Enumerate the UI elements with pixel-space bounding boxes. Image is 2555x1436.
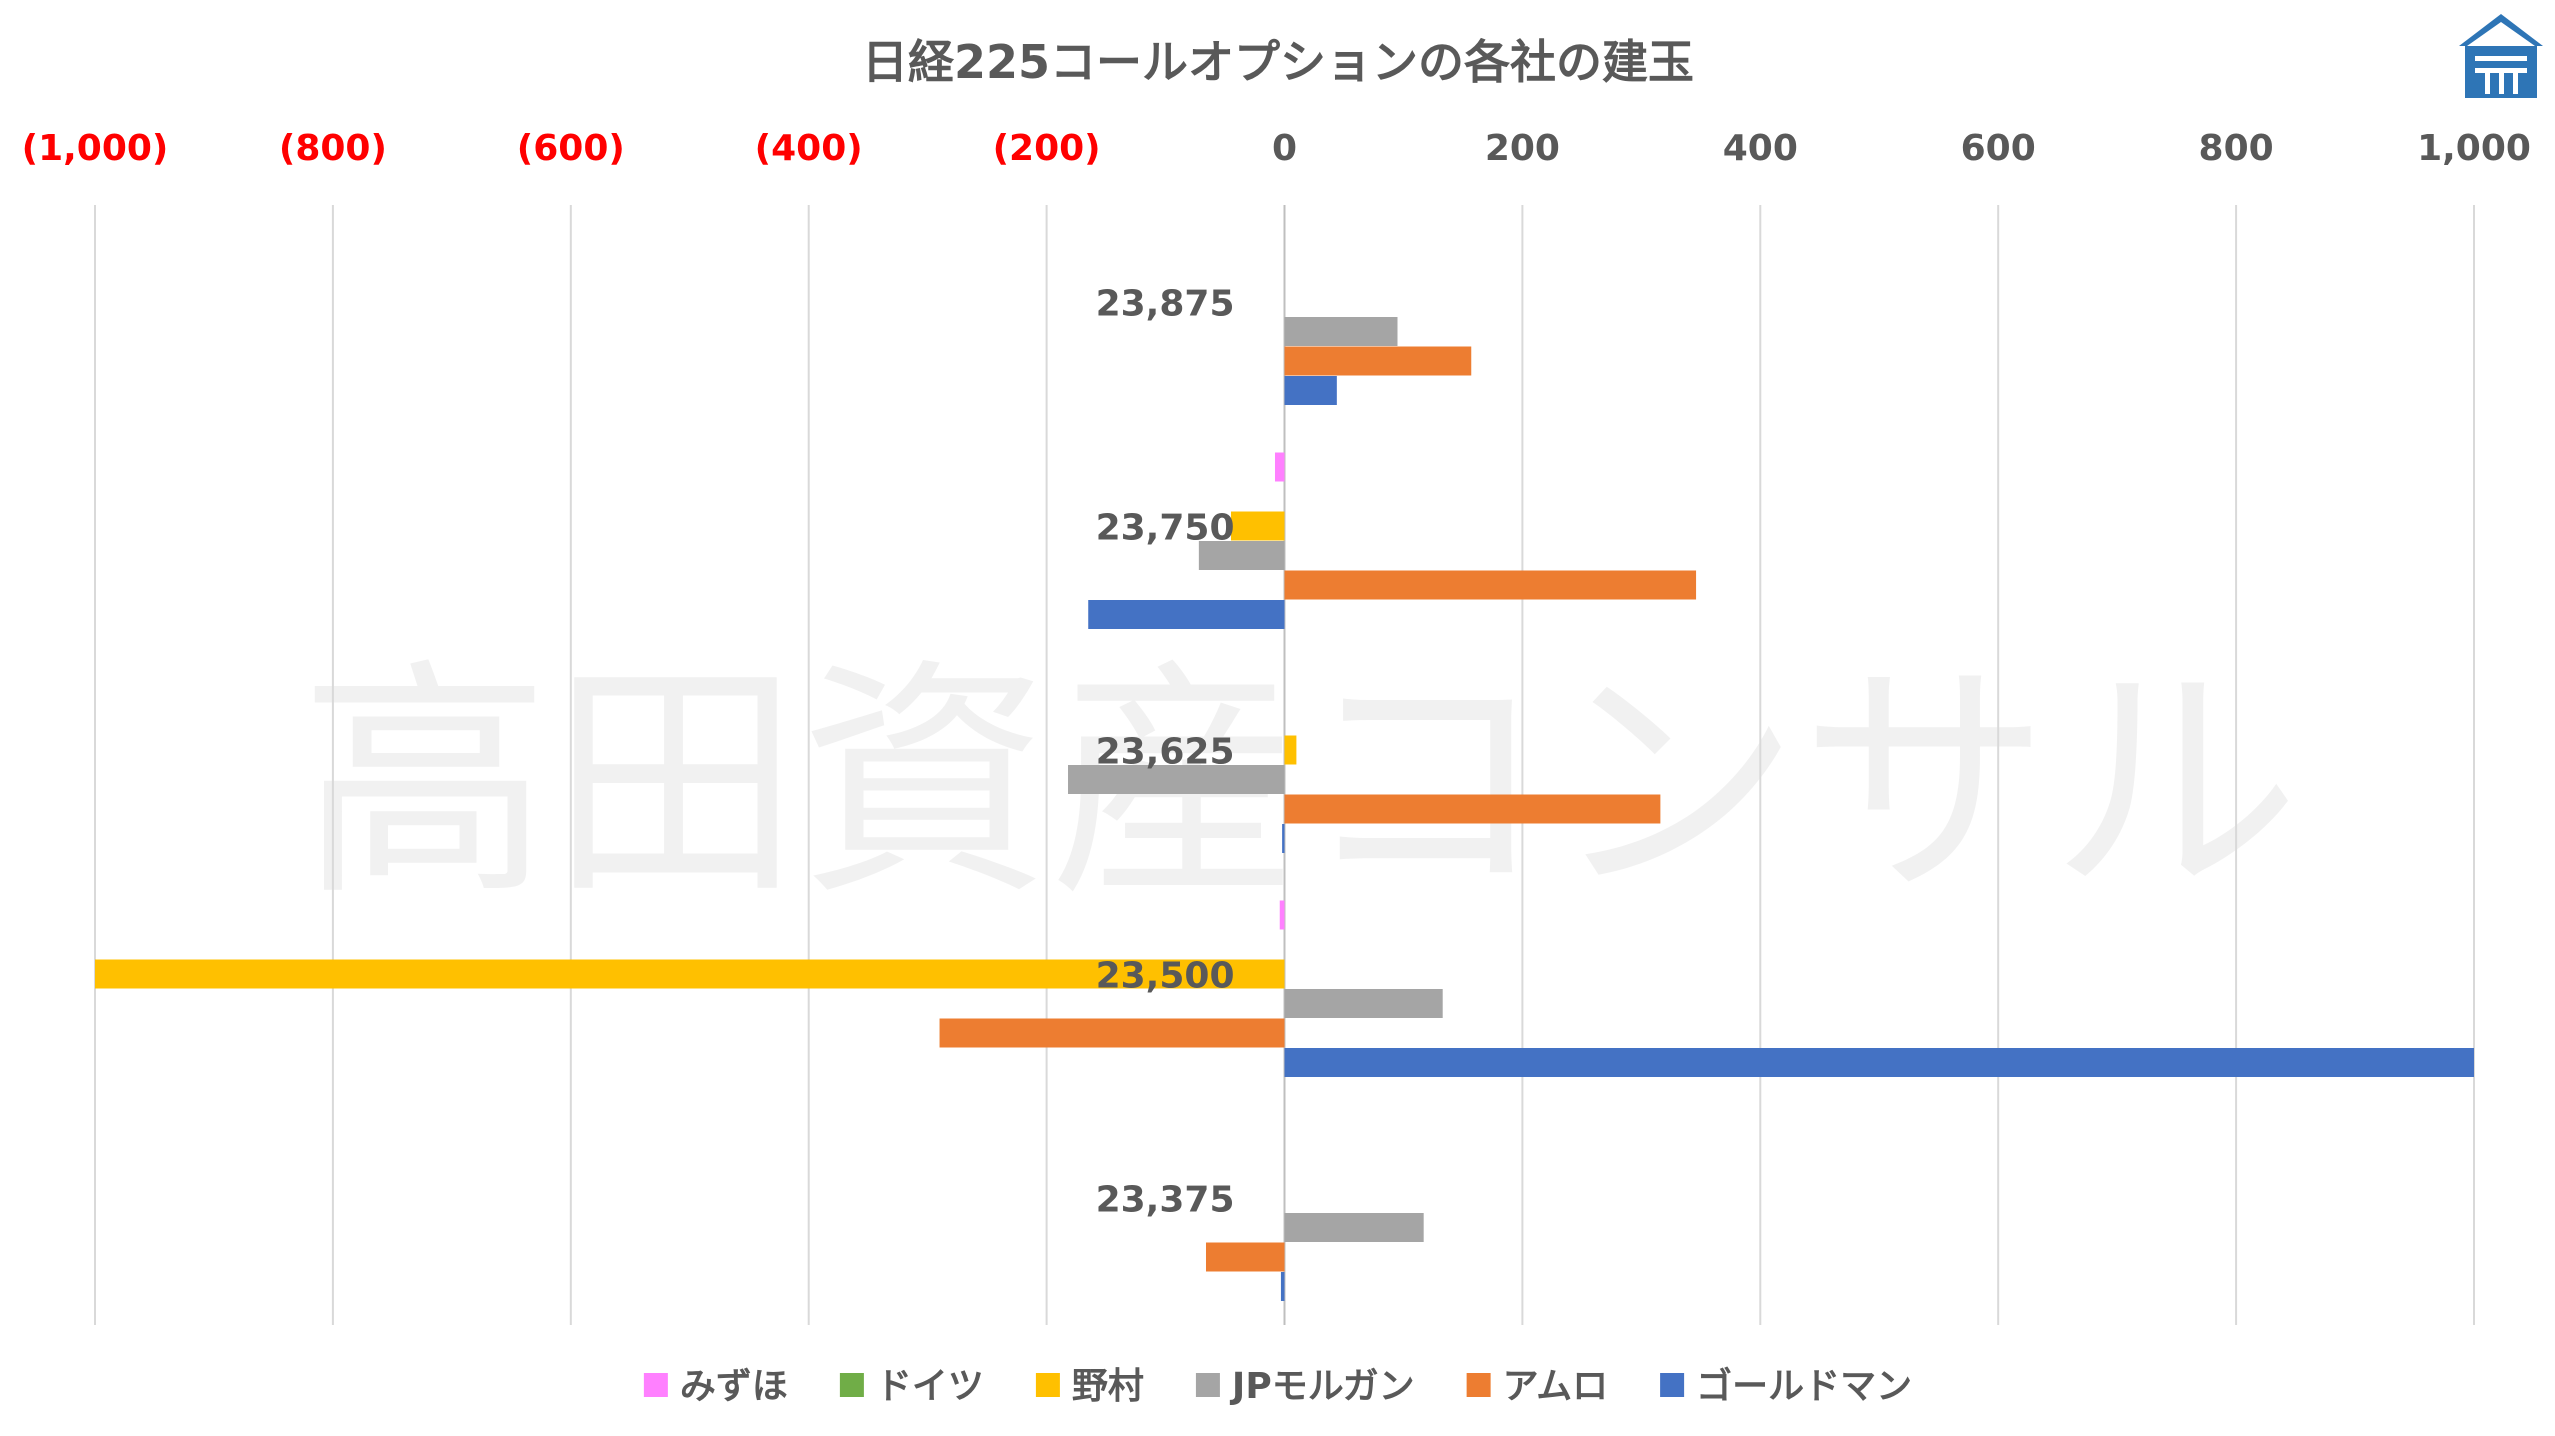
legend-swatch: [1466, 1373, 1491, 1397]
chart-title: 日経225コールオプションの各社の建玉: [862, 35, 1694, 89]
category-label: 23,375: [1096, 1179, 1235, 1220]
bar-5-4: [1280, 1272, 1285, 1301]
category-label: 23,625: [1096, 731, 1235, 772]
bar-5-1: [1088, 600, 1285, 629]
legend-item: みずほ: [643, 1366, 788, 1407]
bar-2-1: [1230, 511, 1285, 541]
bar-5-0: [1284, 376, 1337, 405]
legend-swatch: [1660, 1373, 1685, 1397]
x-tick-label: 600: [1961, 128, 2036, 169]
legend-item: JPモルガン: [1195, 1366, 1415, 1407]
bar-2-3: [95, 959, 1285, 989]
bar-0-3: [1279, 900, 1285, 930]
legend-swatch: [1035, 1373, 1060, 1397]
category-label: 23,500: [1096, 955, 1235, 996]
legend: みずほ ドイツ 野村 JPモルガン アムロ ゴールドマン: [643, 1365, 1912, 1407]
x-tick-label: 400: [1723, 128, 1798, 169]
legend-swatch: [1195, 1373, 1220, 1397]
legend-label: JPモルガン: [1229, 1366, 1415, 1407]
x-tick-label: 1,000: [2417, 128, 2531, 169]
bar-3-4: [1284, 1213, 1424, 1242]
legend-item: 野村: [1035, 1366, 1144, 1407]
legend-swatch: [839, 1373, 864, 1397]
bar-3-3: [1284, 989, 1443, 1018]
x-tick-label: 800: [2199, 128, 2274, 169]
x-tick-label: (400): [755, 128, 863, 169]
x-tick-label: 200: [1485, 128, 1560, 169]
bar-3-1: [1198, 541, 1285, 570]
logo-icon: [2459, 14, 2543, 98]
bar-5-2: [1282, 824, 1285, 853]
x-tick-label: 0: [1272, 128, 1297, 169]
x-axis-ticks: (1,000) (800) (600) (400) (200) 0 200 400 600 800…: [22, 128, 2531, 169]
legend-item: アムロ: [1466, 1366, 1608, 1407]
bar-4-3: [939, 1018, 1285, 1048]
bar-4-1: [1284, 570, 1697, 600]
bar-3-0: [1284, 317, 1398, 346]
legend-item: ドイツ: [839, 1366, 984, 1407]
legend-label: 野村: [1072, 1366, 1144, 1407]
legend-label: ドイツ: [876, 1366, 984, 1407]
bar-5-3: [1284, 1048, 2474, 1077]
bar-4-0: [1284, 346, 1472, 376]
bar-2-2: [1284, 735, 1297, 765]
x-tick-label: (800): [279, 128, 387, 169]
x-tick-label: (1,000): [22, 128, 169, 169]
bar-0-1: [1274, 452, 1285, 482]
x-tick-label: (200): [993, 128, 1101, 169]
bar-3-2: [1068, 765, 1285, 794]
bar-4-2: [1284, 794, 1661, 824]
legend-label: アムロ: [1503, 1366, 1608, 1407]
legend-swatch: [643, 1373, 668, 1397]
category-label: 23,750: [1096, 507, 1235, 548]
legend-label: みずほ: [680, 1366, 788, 1407]
watermark: 高田資産コンサル: [300, 638, 2300, 929]
legend-label: ゴールドマン: [1696, 1365, 1912, 1407]
legend-item: ゴールドマン: [1660, 1365, 1912, 1407]
bars: [95, 317, 2474, 1301]
category-labels: 23,875 23,750 23,625 23,500 23,375: [1096, 283, 1235, 1220]
bar-4-4: [1205, 1242, 1285, 1272]
category-label: 23,875: [1096, 283, 1235, 324]
x-tick-label: (600): [517, 128, 625, 169]
